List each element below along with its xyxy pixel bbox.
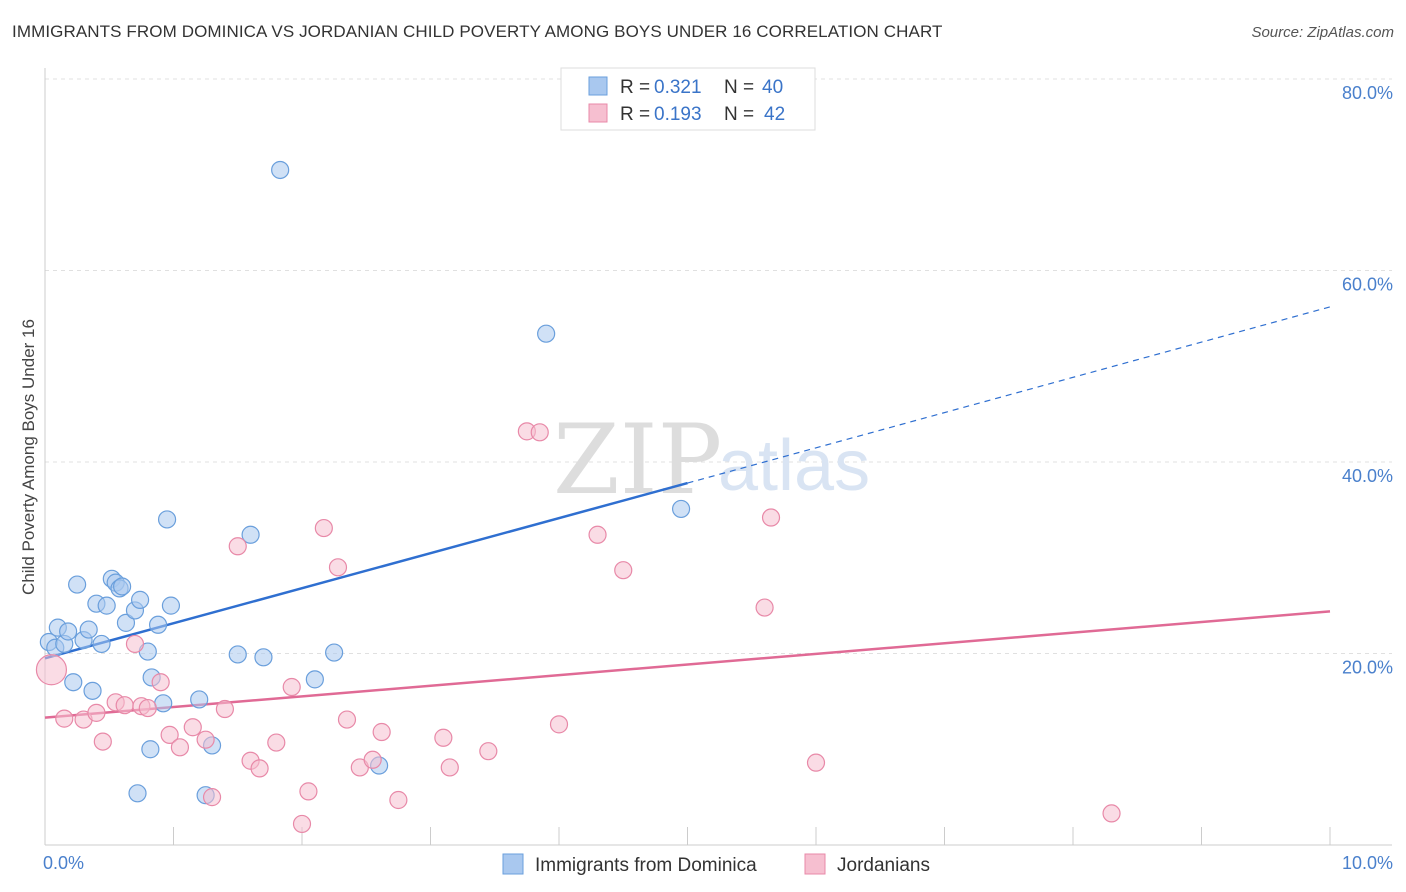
point-jordanians	[337, 710, 357, 729]
legend-bottom-swatch-dominica	[502, 853, 524, 875]
point-jordanians	[250, 759, 269, 778]
point-dominica	[59, 622, 78, 641]
y-tick-label: 20.0%	[1342, 658, 1393, 678]
point-dominica	[305, 670, 324, 689]
point-dominica	[112, 577, 132, 596]
point-dominica	[254, 648, 273, 667]
point-jordanians	[588, 525, 607, 544]
source-credit: Source: ZipAtlas.com	[1251, 24, 1394, 41]
point-dominica	[157, 510, 177, 529]
legend-swatch-jordanians	[588, 103, 608, 123]
chart-title: IMMIGRANTS FROM DOMINICA VS JORDANIAN CH…	[12, 22, 943, 41]
point-dominica	[64, 673, 83, 692]
point-jordanians	[292, 814, 312, 834]
legend-r-label-jordanians: R =	[620, 104, 650, 125]
point-jordanians	[125, 634, 145, 654]
point-jordanians	[299, 782, 318, 801]
point-jordanians	[530, 423, 549, 442]
point-jordanians	[115, 696, 134, 715]
watermark-zip: ZIP	[553, 404, 722, 516]
data-points	[35, 160, 1121, 834]
watermark: ZIP atlas	[553, 404, 870, 516]
grid-lines	[45, 78, 1392, 845]
trend-line-jordanians	[44, 610, 1331, 719]
point-jordanians	[160, 725, 179, 744]
point-jordanians	[267, 733, 286, 752]
point-jordanians	[35, 654, 68, 686]
y-tick-label: 40.0%	[1342, 466, 1393, 486]
point-dominica	[130, 590, 150, 609]
point-dominica	[128, 784, 147, 803]
point-dominica	[116, 613, 136, 632]
point-jordanians	[314, 518, 333, 538]
point-jordanians	[93, 732, 112, 751]
point-dominica	[97, 596, 116, 615]
legend-top: R = 0.321 N = 40 R = 0.193 N = 42	[560, 67, 816, 131]
x-tick-label-max: 10.0%	[1342, 853, 1393, 873]
y-tick-label: 60.0%	[1342, 275, 1393, 295]
y-tick-label: 80.0%	[1342, 83, 1393, 103]
axes	[44, 68, 1392, 846]
legend-n-label-dominica: N =	[724, 77, 754, 98]
point-jordanians	[614, 561, 633, 580]
point-jordanians	[479, 742, 498, 761]
y-axis-label: Child Poverty Among Boys Under 16	[19, 319, 38, 595]
point-jordanians	[440, 758, 459, 777]
point-dominica	[190, 690, 209, 709]
legend-n-value-dominica: 40	[762, 77, 783, 98]
point-dominica	[148, 615, 168, 634]
legend-r-value-dominica: 0.321	[654, 77, 702, 98]
point-jordanians	[372, 722, 391, 742]
point-dominica	[161, 596, 181, 615]
x-tick-label-min: 0.0%	[43, 853, 84, 873]
point-dominica	[68, 575, 87, 594]
point-dominica	[228, 645, 247, 664]
trend-line-dominica	[44, 481, 688, 660]
point-jordanians	[228, 537, 247, 556]
point-jordanians	[806, 753, 826, 772]
legend-bottom: Immigrants from Dominica Jordanians	[502, 853, 930, 876]
point-jordanians	[202, 788, 222, 807]
legend-bottom-swatch-jordanians	[804, 853, 826, 875]
point-dominica	[271, 160, 290, 180]
point-jordanians	[328, 558, 348, 577]
point-jordanians	[196, 730, 215, 749]
point-dominica	[141, 740, 160, 759]
legend-n-label-jordanians: N =	[724, 104, 754, 125]
point-dominica	[241, 525, 260, 544]
watermark-atlas: atlas	[718, 426, 870, 506]
point-dominica	[671, 499, 691, 519]
point-dominica	[79, 620, 98, 639]
point-dominica	[325, 643, 344, 662]
point-jordanians	[183, 718, 202, 737]
point-jordanians	[215, 699, 234, 719]
point-jordanians	[755, 598, 774, 617]
point-jordanians	[1102, 804, 1121, 823]
legend-r-value-jordanians: 0.193	[654, 104, 702, 125]
legend-swatch-dominica	[588, 76, 608, 96]
point-dominica	[154, 694, 173, 713]
tick-labels: 20.0% 40.0% 60.0% 80.0% 0.0% 10.0%	[43, 83, 1393, 873]
point-jordanians	[138, 698, 157, 718]
point-jordanians	[87, 703, 106, 722]
point-jordanians	[363, 750, 382, 769]
point-jordanians	[549, 715, 569, 734]
legend-bottom-label-jordanians: Jordanians	[837, 855, 930, 876]
legend-bottom-label-dominica: Immigrants from Dominica	[535, 855, 757, 876]
point-dominica	[92, 634, 111, 654]
legend-n-value-jordanians: 42	[764, 104, 785, 125]
point-jordanians	[761, 508, 781, 527]
point-jordanians	[55, 709, 74, 728]
point-jordanians	[389, 790, 408, 810]
point-jordanians	[151, 673, 170, 692]
point-jordanians	[170, 738, 190, 757]
point-jordanians	[282, 677, 301, 697]
legend-r-label-dominica: R =	[620, 77, 650, 98]
point-dominica	[83, 681, 102, 700]
trend-line-extension-dominica	[687, 306, 1331, 484]
point-jordanians	[434, 728, 453, 747]
point-dominica	[537, 324, 556, 343]
